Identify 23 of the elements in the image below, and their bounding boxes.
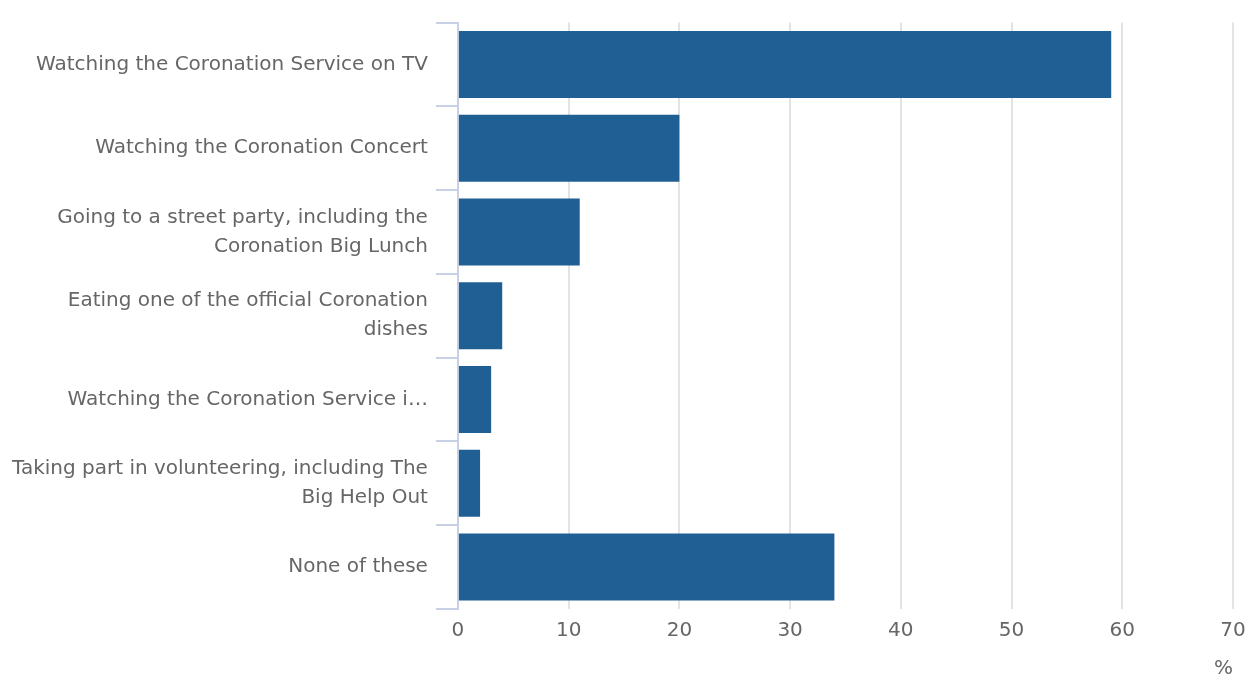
bar [458, 114, 680, 182]
x-tick-label: 40 [888, 617, 914, 642]
x-tick-label: 20 [666, 617, 693, 642]
x-tick-label: 50 [998, 617, 1025, 642]
bar [458, 366, 492, 434]
y-tick-label: Eating one of the official Coronation dishes [67, 287, 428, 341]
x-tick-label: 70 [1220, 617, 1246, 642]
bar [458, 30, 1112, 98]
bar [458, 198, 580, 266]
y-tick-label: Watching the Coronation Service i… [67, 385, 428, 410]
y-tick-label: Taking part in volunteering, including The Big Help Out [10, 455, 429, 509]
x-tick-label: 60 [1109, 617, 1135, 642]
y-tick-label: Going to a street party, including the Coronation Big Lunch [57, 203, 428, 257]
x-tick-label: 30 [777, 617, 803, 642]
y-tick-label: None of these [288, 553, 428, 578]
y-tick-label: Watching the Coronation Concert [95, 134, 429, 159]
x-tick-label: 10 [555, 617, 582, 642]
y-tick-label: Watching the Coronation Service on TV [35, 50, 429, 75]
bar [458, 449, 481, 517]
x-axis-title: % [1213, 655, 1233, 680]
x-tick-label: 0 [451, 617, 465, 642]
bar [458, 533, 835, 601]
bar [458, 282, 503, 350]
